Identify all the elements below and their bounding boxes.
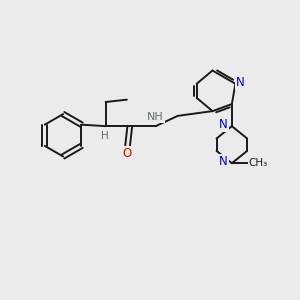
Text: O: O <box>123 147 132 160</box>
Text: N: N <box>219 118 228 131</box>
Text: CH₃: CH₃ <box>249 158 268 168</box>
Text: N: N <box>219 155 228 168</box>
Text: NH: NH <box>147 112 164 122</box>
Text: H: H <box>101 130 109 141</box>
Text: N: N <box>236 76 245 89</box>
